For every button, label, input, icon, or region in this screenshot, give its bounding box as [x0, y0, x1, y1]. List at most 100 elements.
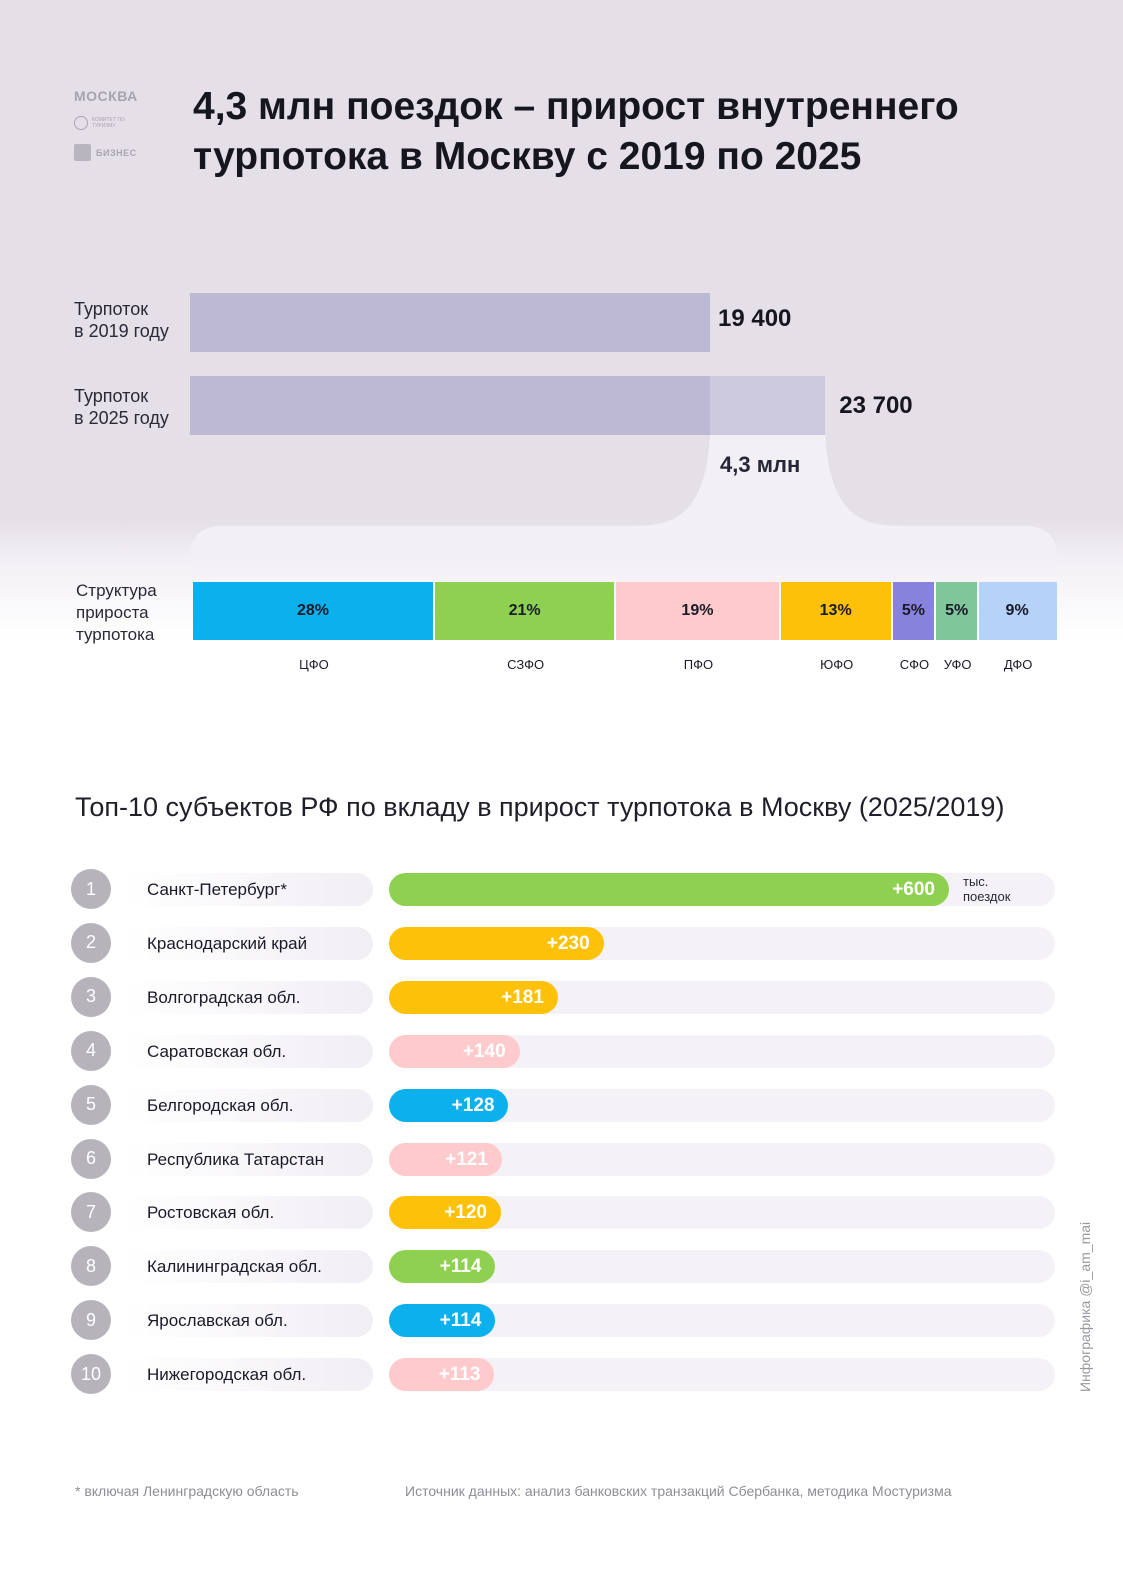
bar-track — [389, 1304, 1055, 1338]
unit-note: тыс. поездок — [963, 874, 1010, 904]
bar-2019-label: Турпоток в 2019 году — [74, 298, 169, 342]
bar-2025-increase — [710, 376, 826, 435]
structure-district-label: ПФО — [683, 657, 714, 672]
unit-note-line2: поездок — [963, 889, 1011, 904]
region-name-pill — [124, 1358, 373, 1392]
region-value-label: +114 — [439, 1310, 482, 1332]
region-name: Калининградская обл. — [147, 1257, 322, 1277]
structure-segment — [616, 582, 779, 640]
logo-block: МОСКВА КОМИТЕТ ПО ТУРИЗМУ БИЗНЕС — [74, 88, 144, 161]
region-value-label: +120 — [444, 1202, 487, 1224]
region-value-label: +140 — [462, 1040, 506, 1062]
region-name-pill — [124, 1250, 373, 1284]
region-name-pill — [124, 873, 373, 906]
increase-value: 4,3 млн — [720, 452, 801, 477]
bar-2019 — [190, 293, 710, 352]
structure-segment — [936, 582, 978, 640]
region-name: Волгоградская обл. — [147, 987, 301, 1007]
committee-logo: КОМИТЕТ ПО ТУРИЗМУ — [74, 116, 144, 130]
region-name: Санкт-Петербург* — [147, 880, 287, 899]
business-logo-text: БИЗНЕС — [96, 147, 137, 158]
moscow-logo: МОСКВА — [74, 88, 138, 104]
business-logo: БИЗНЕС — [74, 144, 144, 161]
region-name-pill — [124, 1088, 373, 1122]
footnote: * включая Ленинградскую область — [75, 1483, 299, 1499]
source-note: Источник данных: анализ банковских транз… — [405, 1483, 952, 1499]
region-name: Саратовская обл. — [147, 1041, 287, 1061]
region-name: Краснодарский край — [147, 933, 308, 953]
bar-2025-value: 23 700 — [839, 392, 913, 419]
credit: Инфографика @i_am_mai — [1077, 1221, 1093, 1392]
structure-district-label: УФО — [943, 657, 972, 672]
bar-2025-base — [190, 376, 710, 435]
region-name: Белгородская обл. — [147, 1095, 294, 1115]
region-name-pill — [124, 1034, 373, 1068]
grid-icon — [74, 144, 91, 161]
structure-segment-share: 19% — [681, 602, 714, 619]
region-value-label: +121 — [445, 1148, 488, 1170]
region-value-bar — [389, 980, 558, 1014]
rank-badge: 9 — [71, 1300, 111, 1341]
rank-badge: 10 — [71, 1354, 111, 1395]
structure-label-line2: прироста — [76, 603, 149, 622]
region-value-label: +600 — [892, 879, 935, 900]
structure-segment — [979, 582, 1057, 640]
structure-segment-share: 5% — [901, 602, 925, 619]
unit-note-line1: тыс. — [963, 874, 989, 889]
region-value-bar — [389, 1304, 496, 1338]
seal-icon — [74, 116, 88, 130]
region-value-label: +114 — [439, 1256, 482, 1278]
structure-segment-share: 28% — [296, 602, 329, 619]
top10-title: Топ-10 субъектов РФ по вкладу в прирост … — [75, 792, 1005, 822]
structure-district-label: СЗФО — [507, 657, 545, 672]
structure-label-line1: Структура — [76, 581, 157, 600]
rank-badge: 2 — [71, 922, 111, 963]
structure-segment — [193, 582, 433, 640]
bar-2019-label-line1: Турпоток — [74, 299, 149, 319]
region-name-pill — [124, 1196, 373, 1230]
region-value-label: +128 — [451, 1094, 495, 1116]
region-name: Нижегородская обл. — [147, 1365, 307, 1385]
rank-badge: 5 — [71, 1084, 111, 1125]
region-name-pill — [124, 1304, 373, 1338]
funnel-connector — [190, 435, 1057, 640]
region-value-bar — [389, 1250, 496, 1284]
rank-badge: 8 — [71, 1246, 111, 1287]
bar-track — [389, 1358, 1055, 1392]
region-value-label: +181 — [501, 986, 544, 1008]
structure-label: Структура прироста турпотока — [76, 580, 157, 646]
region-name-pill — [124, 926, 373, 960]
structure-segment — [434, 582, 615, 640]
rank-badge: 3 — [71, 976, 111, 1017]
structure-district-label: СФО — [899, 657, 930, 672]
region-value-bar — [389, 873, 949, 906]
region-name: Ярославская обл. — [147, 1311, 288, 1331]
rank-badge: 6 — [71, 1138, 111, 1179]
structure-segment-share: 13% — [819, 602, 852, 619]
region-name-pill — [124, 980, 373, 1014]
rank-badge: 4 — [71, 1030, 111, 1071]
bar-2025-label-line1: Турпоток — [74, 386, 149, 406]
structure-district-label: ЮФО — [820, 657, 854, 672]
structure-segment-share: 9% — [1005, 602, 1029, 619]
region-name: Республика Татарстан — [147, 1149, 324, 1169]
region-value-bar — [389, 926, 604, 960]
page-title: 4,3 млн поездок – прирост внутреннего ту… — [193, 85, 959, 178]
bar-2025-label-line2: в 2025 году — [74, 408, 169, 428]
region-value-bar — [389, 1196, 501, 1230]
region-value-bar — [389, 1034, 520, 1068]
region-value-bar — [389, 1088, 509, 1122]
region-value-label: +230 — [546, 932, 590, 954]
structure-district-label: ЦФО — [299, 657, 329, 672]
rank-badge: 1 — [71, 869, 111, 909]
region-value-label: +113 — [438, 1364, 481, 1386]
region-value-bar — [389, 1142, 502, 1176]
bar-2019-value: 19 400 — [718, 305, 792, 332]
bar-2025-label: Турпоток в 2025 году — [74, 385, 169, 429]
structure-segment — [892, 582, 935, 640]
region-name-pill — [124, 1142, 373, 1176]
region-value-bar — [389, 1358, 495, 1392]
committee-logo-text: КОМИТЕТ ПО ТУРИЗМУ — [92, 117, 125, 129]
structure-segment-share: 5% — [945, 602, 969, 619]
rank-badge: 7 — [71, 1192, 111, 1233]
